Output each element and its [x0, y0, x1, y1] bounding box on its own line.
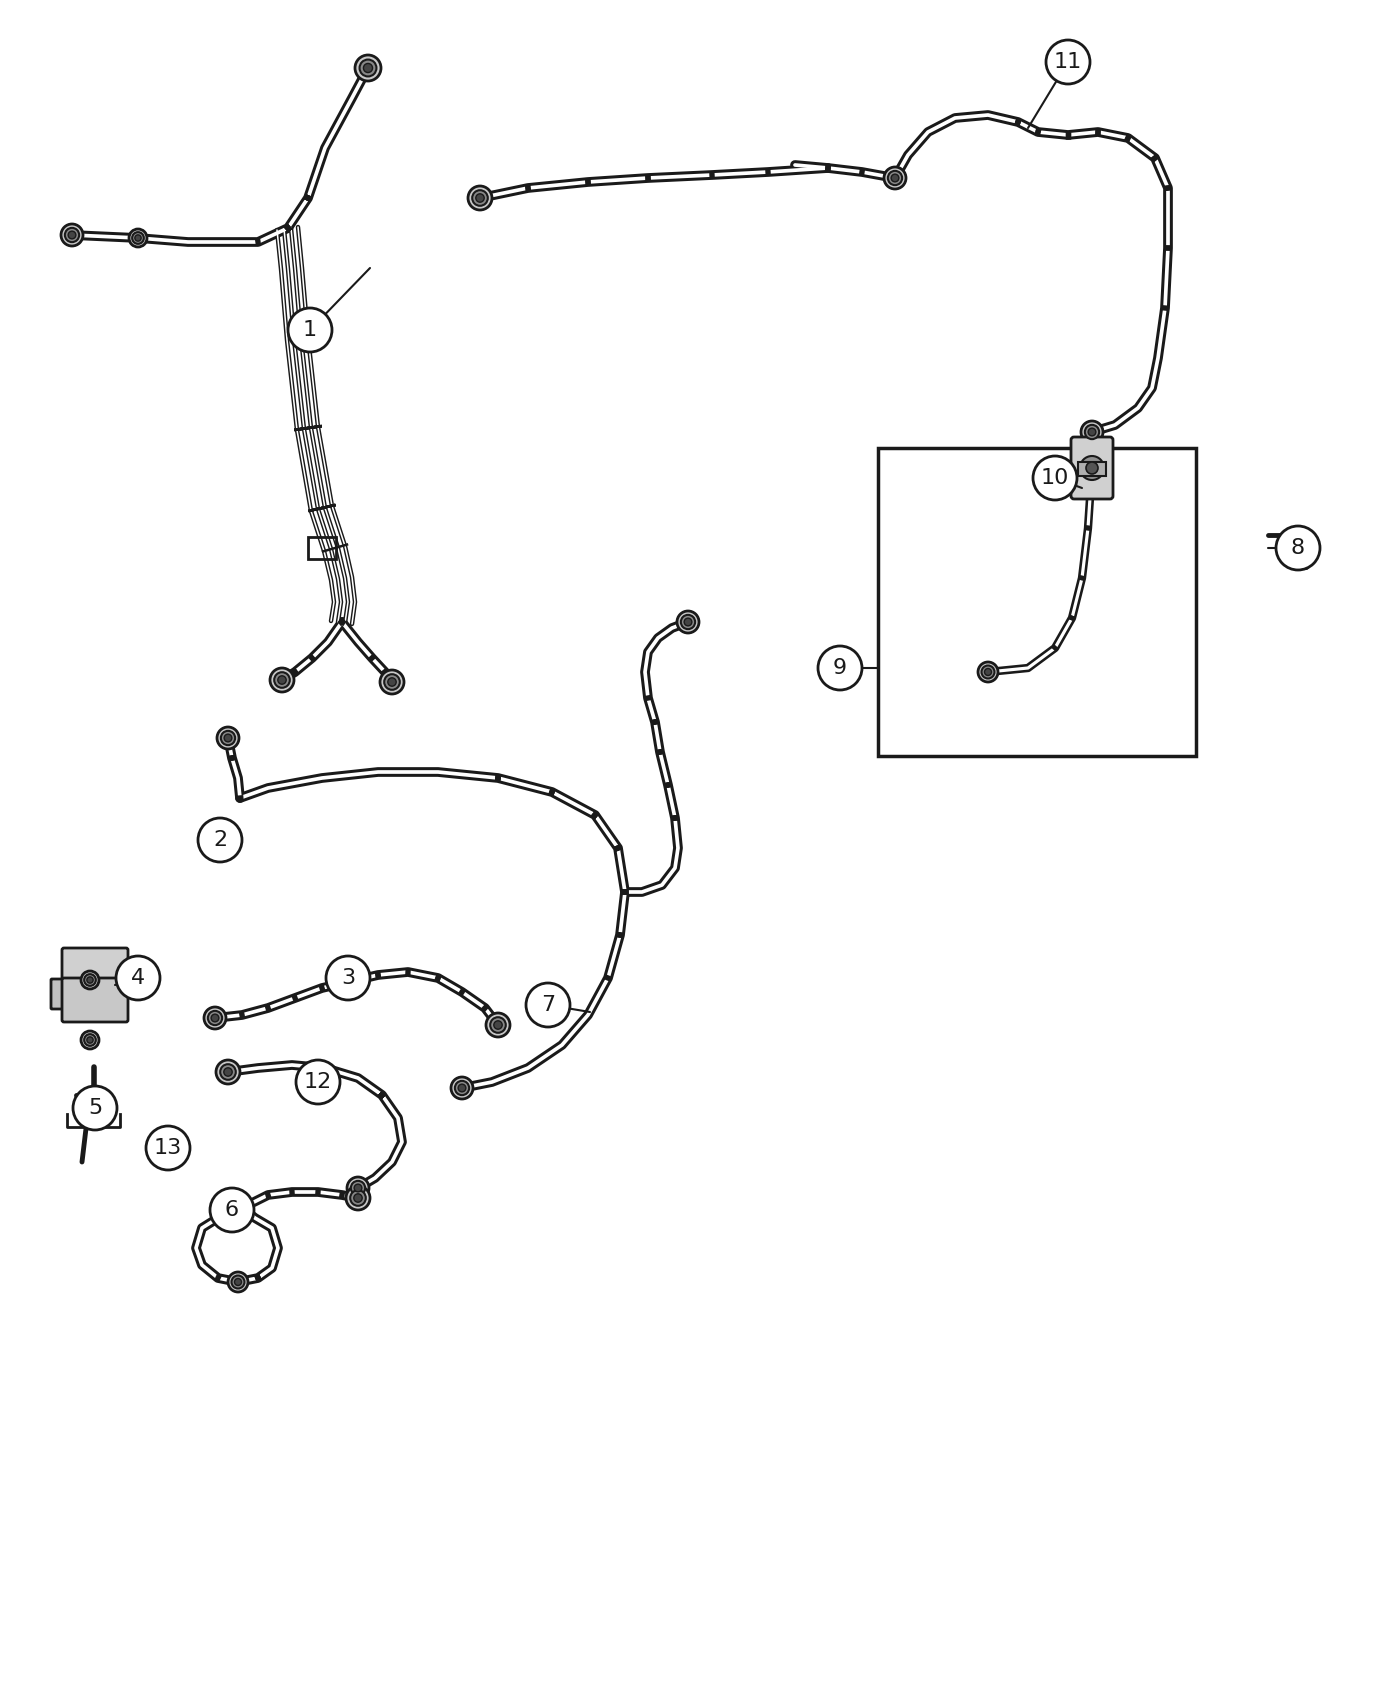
- Circle shape: [1079, 456, 1105, 479]
- Circle shape: [231, 1275, 245, 1289]
- Circle shape: [888, 172, 902, 185]
- Circle shape: [350, 1190, 365, 1205]
- Circle shape: [277, 677, 286, 683]
- Circle shape: [207, 1012, 223, 1025]
- Circle shape: [81, 1030, 99, 1049]
- Circle shape: [87, 1037, 94, 1044]
- Text: 4: 4: [132, 967, 146, 988]
- Circle shape: [235, 1278, 241, 1285]
- Circle shape: [81, 971, 99, 989]
- Circle shape: [84, 1090, 97, 1102]
- Circle shape: [1081, 422, 1103, 444]
- Circle shape: [134, 235, 141, 241]
- Circle shape: [892, 173, 899, 182]
- Circle shape: [146, 1125, 190, 1170]
- Circle shape: [69, 231, 76, 240]
- Circle shape: [526, 983, 570, 1027]
- Circle shape: [288, 308, 332, 352]
- Circle shape: [87, 977, 94, 983]
- Circle shape: [476, 194, 484, 202]
- Circle shape: [1046, 41, 1091, 83]
- Circle shape: [468, 185, 491, 211]
- Circle shape: [154, 1144, 169, 1159]
- Circle shape: [274, 672, 290, 688]
- Circle shape: [364, 63, 372, 73]
- Bar: [878, 449, 1196, 756]
- Circle shape: [270, 668, 294, 692]
- Text: 10: 10: [1040, 468, 1070, 488]
- Text: 9: 9: [833, 658, 847, 678]
- Circle shape: [158, 1148, 167, 1156]
- Circle shape: [384, 675, 400, 690]
- Circle shape: [458, 1085, 466, 1091]
- Circle shape: [1033, 456, 1077, 500]
- Circle shape: [220, 1064, 235, 1080]
- Circle shape: [455, 1081, 469, 1095]
- Text: 5: 5: [88, 1098, 102, 1119]
- Circle shape: [116, 955, 160, 1000]
- Circle shape: [197, 818, 242, 862]
- Circle shape: [204, 1006, 225, 1028]
- Circle shape: [494, 1020, 503, 1028]
- Text: 1: 1: [302, 320, 316, 340]
- FancyBboxPatch shape: [62, 977, 127, 1022]
- Bar: [308, 537, 336, 559]
- Circle shape: [211, 1015, 218, 1022]
- Circle shape: [981, 665, 994, 678]
- Circle shape: [490, 1017, 505, 1034]
- Circle shape: [1085, 425, 1099, 439]
- Circle shape: [132, 233, 144, 243]
- Text: 3: 3: [342, 967, 356, 988]
- Circle shape: [347, 1176, 370, 1198]
- Circle shape: [84, 1034, 95, 1046]
- Circle shape: [224, 1068, 232, 1076]
- Circle shape: [680, 615, 696, 629]
- Bar: [1078, 462, 1106, 476]
- FancyBboxPatch shape: [62, 949, 127, 989]
- Circle shape: [472, 190, 487, 206]
- FancyBboxPatch shape: [50, 979, 71, 1010]
- Circle shape: [73, 1086, 118, 1130]
- Text: 8: 8: [1291, 537, 1305, 558]
- Circle shape: [228, 1272, 248, 1292]
- Circle shape: [64, 228, 80, 241]
- Circle shape: [346, 1187, 370, 1210]
- FancyBboxPatch shape: [1071, 437, 1113, 500]
- Circle shape: [221, 731, 235, 745]
- Circle shape: [1275, 525, 1320, 570]
- Text: 11: 11: [1054, 53, 1082, 71]
- Circle shape: [451, 1078, 473, 1098]
- Circle shape: [979, 661, 998, 682]
- Circle shape: [883, 167, 906, 189]
- Circle shape: [295, 1061, 340, 1103]
- Circle shape: [685, 619, 692, 626]
- Circle shape: [354, 1193, 363, 1202]
- Text: 6: 6: [225, 1200, 239, 1221]
- Circle shape: [354, 1185, 361, 1192]
- Circle shape: [1088, 428, 1096, 435]
- Circle shape: [356, 54, 381, 82]
- Circle shape: [818, 646, 862, 690]
- Circle shape: [388, 678, 396, 687]
- Circle shape: [678, 610, 699, 632]
- Text: 13: 13: [154, 1137, 182, 1158]
- Circle shape: [984, 668, 991, 675]
- Circle shape: [486, 1013, 510, 1037]
- Circle shape: [62, 224, 83, 246]
- Circle shape: [129, 230, 147, 246]
- Circle shape: [379, 670, 405, 694]
- Ellipse shape: [84, 1096, 104, 1107]
- Circle shape: [84, 974, 95, 986]
- Circle shape: [360, 60, 377, 76]
- Text: 12: 12: [304, 1073, 332, 1091]
- Circle shape: [326, 955, 370, 1000]
- Circle shape: [1086, 462, 1098, 474]
- Text: 2: 2: [213, 830, 227, 850]
- Circle shape: [216, 1061, 239, 1085]
- Circle shape: [351, 1182, 365, 1195]
- Circle shape: [217, 728, 239, 750]
- Text: 7: 7: [540, 994, 554, 1015]
- Circle shape: [224, 734, 232, 741]
- Circle shape: [210, 1188, 253, 1232]
